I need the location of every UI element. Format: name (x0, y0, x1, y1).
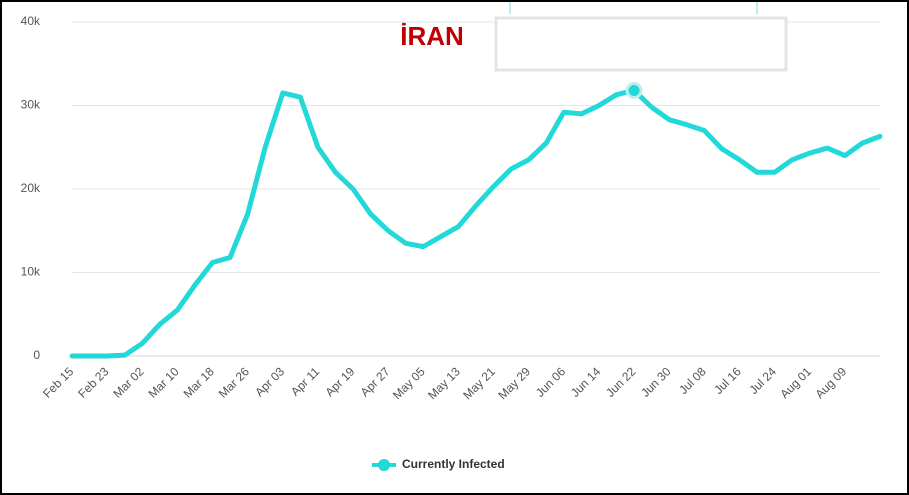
y-tick-label: 0 (33, 348, 40, 362)
series-line (69, 87, 883, 359)
y-tick-label: 30k (21, 98, 41, 112)
tooltip-box (494, 16, 788, 72)
hover-point (625, 81, 643, 99)
y-tick-label: 20k (21, 181, 41, 195)
chart-title: İRAN (400, 21, 464, 51)
legend-label[interactable]: Currently Infected (402, 457, 505, 471)
legend-marker[interactable] (378, 459, 390, 471)
y-tick-label: 40k (21, 14, 41, 28)
y-tick-label: 10k (21, 265, 41, 279)
